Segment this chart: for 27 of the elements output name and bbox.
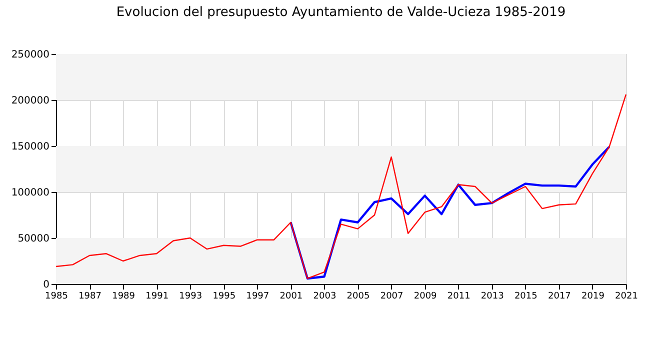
- x-tick-label: 1991: [146, 292, 169, 302]
- x-tick-label: 1995: [212, 292, 236, 302]
- x-tick-label: 1987: [78, 292, 102, 302]
- x-tick-label: 2015: [514, 292, 538, 302]
- y-tick-label: 50000: [18, 234, 50, 244]
- y-tick-label: 250000: [11, 50, 50, 60]
- chart-title: Evolucion del presupuesto Ayuntamiento de Valde-Ucieza 1985-2019: [116, 5, 566, 20]
- y-tick-label: 100000: [11, 188, 50, 198]
- x-tick-label: 2013: [480, 292, 504, 302]
- y-tick-label: 150000: [11, 142, 50, 152]
- x-tick-label: 1985: [45, 292, 68, 302]
- line-series: [55, 94, 627, 280]
- x-tick-label: 2007: [380, 292, 404, 302]
- x-tick-label: 2003: [313, 292, 336, 302]
- x-tick-label: 2021: [615, 292, 638, 302]
- x-tick-label: 2009: [414, 292, 438, 302]
- y-tick-label: 0: [43, 280, 50, 290]
- x-tick-label: 2019: [582, 292, 605, 302]
- y-tick-label: 200000: [11, 96, 50, 106]
- x-tick-label: 1993: [179, 292, 202, 302]
- line-series: [290, 146, 610, 280]
- x-tick-label: 1989: [112, 292, 136, 302]
- x-tick-label: 2017: [548, 292, 571, 302]
- x-tick-label: 2011: [447, 292, 470, 302]
- x-tick-label: 2005: [346, 292, 370, 302]
- x-tick-label: 2001: [280, 292, 303, 302]
- x-tick-label: 1997: [246, 292, 270, 302]
